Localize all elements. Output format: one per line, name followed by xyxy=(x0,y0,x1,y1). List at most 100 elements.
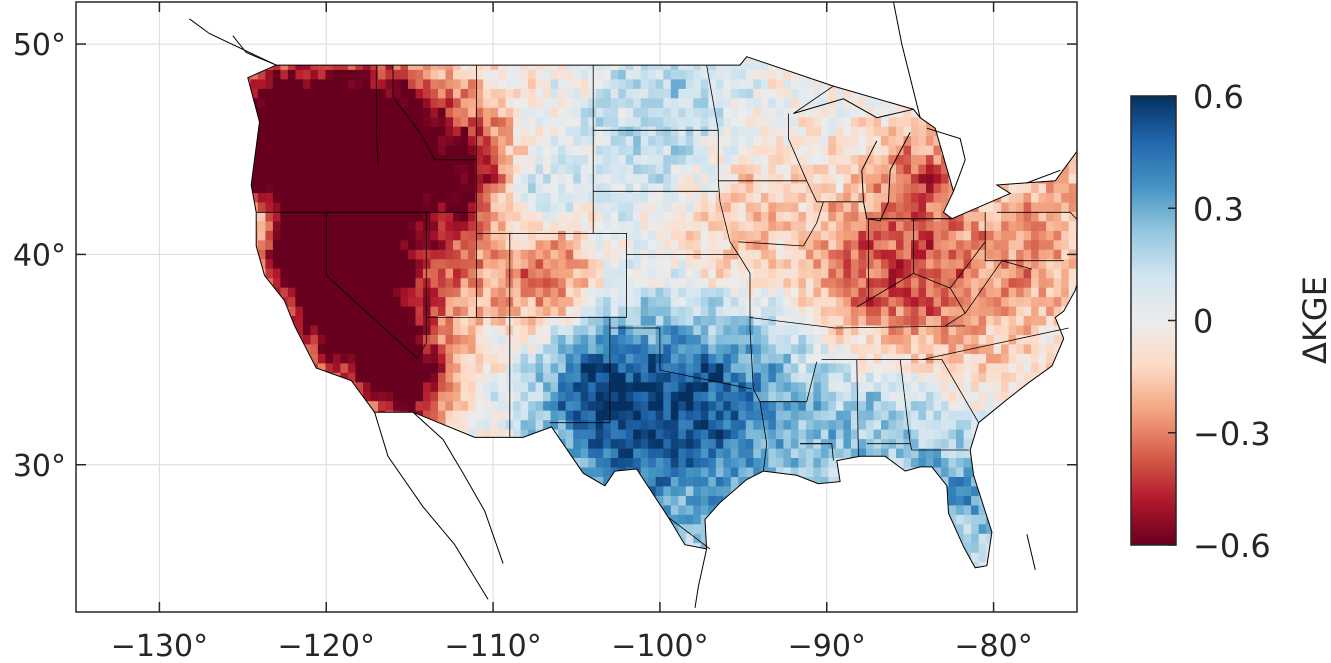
data-cell xyxy=(588,410,597,421)
data-cell xyxy=(453,230,462,241)
data-cell xyxy=(302,287,311,298)
data-cell xyxy=(783,391,792,402)
data-cell xyxy=(1189,495,1197,505)
data-cell xyxy=(445,296,454,307)
data-cell xyxy=(363,391,372,402)
data-cell xyxy=(468,400,477,411)
data-cell xyxy=(986,268,995,279)
data-cell xyxy=(1114,467,1122,477)
data-cell xyxy=(655,230,664,241)
data-cell xyxy=(663,400,672,411)
data-cell xyxy=(798,277,807,288)
data-cell xyxy=(558,305,567,316)
data-cell xyxy=(888,249,897,260)
data-cell xyxy=(760,457,769,468)
data-cell xyxy=(805,287,814,298)
data-cell xyxy=(347,258,356,269)
data-cell xyxy=(678,514,687,525)
data-cell xyxy=(693,523,702,534)
data-cell xyxy=(926,268,935,279)
data-cell xyxy=(1038,230,1047,241)
data-cell xyxy=(963,476,972,487)
data-cell xyxy=(753,220,762,231)
data-cell xyxy=(685,419,694,430)
data-cell xyxy=(768,287,777,298)
data-cell xyxy=(835,343,844,354)
data-cell xyxy=(1196,514,1204,524)
data-cell xyxy=(460,372,469,383)
data-cell xyxy=(828,249,837,260)
data-cell xyxy=(986,220,995,231)
data-cell xyxy=(986,277,995,288)
data-cell xyxy=(1189,363,1197,373)
data-cell xyxy=(663,504,672,515)
data-cell xyxy=(1023,249,1032,260)
data-cell xyxy=(355,268,364,279)
data-cell xyxy=(678,296,687,307)
data-cell xyxy=(873,249,882,260)
data-cell xyxy=(896,343,905,354)
data-cell xyxy=(768,457,777,468)
data-cell xyxy=(993,334,1002,345)
data-cell xyxy=(850,220,859,231)
data-cell xyxy=(948,220,957,231)
data-cell xyxy=(1008,324,1017,335)
data-cell xyxy=(805,315,814,326)
data-cell xyxy=(468,362,477,373)
data-cell xyxy=(1091,562,1099,572)
data-cell xyxy=(753,381,762,392)
data-cell xyxy=(1204,476,1212,486)
data-cell xyxy=(813,296,822,307)
data-cell xyxy=(1204,249,1212,259)
data-cell xyxy=(933,353,942,364)
data-cell xyxy=(956,476,965,487)
data-cell xyxy=(438,277,447,288)
data-cell xyxy=(738,362,747,373)
data-cell xyxy=(610,334,619,345)
data-cell xyxy=(543,230,552,241)
data-cell xyxy=(798,457,807,468)
data-cell xyxy=(408,391,417,402)
data-cell xyxy=(820,372,829,383)
data-cell xyxy=(317,287,326,298)
data-cell xyxy=(911,353,920,364)
data-cell xyxy=(768,249,777,260)
data-cell xyxy=(783,353,792,364)
data-cell xyxy=(678,268,687,279)
data-cell xyxy=(790,249,799,260)
data-cell xyxy=(475,315,484,326)
data-cell xyxy=(565,249,574,260)
data-cell xyxy=(896,410,905,421)
data-cell xyxy=(956,495,965,506)
data-cell xyxy=(633,381,642,392)
data-cell xyxy=(535,343,544,354)
data-cell xyxy=(655,239,664,250)
data-cell xyxy=(835,230,844,241)
data-cell xyxy=(363,287,372,298)
data-cell xyxy=(1084,240,1092,250)
data-cell xyxy=(453,410,462,421)
data-cell xyxy=(408,211,417,222)
data-cell xyxy=(1189,391,1197,401)
data-cell xyxy=(1121,287,1129,297)
data-cell xyxy=(603,429,612,440)
data-cell xyxy=(813,476,822,487)
data-cell xyxy=(468,429,477,440)
data-cell xyxy=(565,334,574,345)
data-cell xyxy=(1114,240,1122,250)
data-cell xyxy=(393,362,402,373)
data-cell xyxy=(317,343,326,354)
data-cell xyxy=(1099,363,1107,373)
data-cell xyxy=(565,296,574,307)
data-cell xyxy=(783,296,792,307)
data-cell xyxy=(1046,296,1055,307)
data-cell xyxy=(941,381,950,392)
data-cell xyxy=(948,334,957,345)
data-cell xyxy=(1189,268,1197,278)
data-cell xyxy=(370,334,379,345)
data-cell xyxy=(866,287,875,298)
data-cell xyxy=(595,239,604,250)
data-cell xyxy=(453,258,462,269)
data-cell xyxy=(618,324,627,335)
data-cell xyxy=(385,381,394,392)
